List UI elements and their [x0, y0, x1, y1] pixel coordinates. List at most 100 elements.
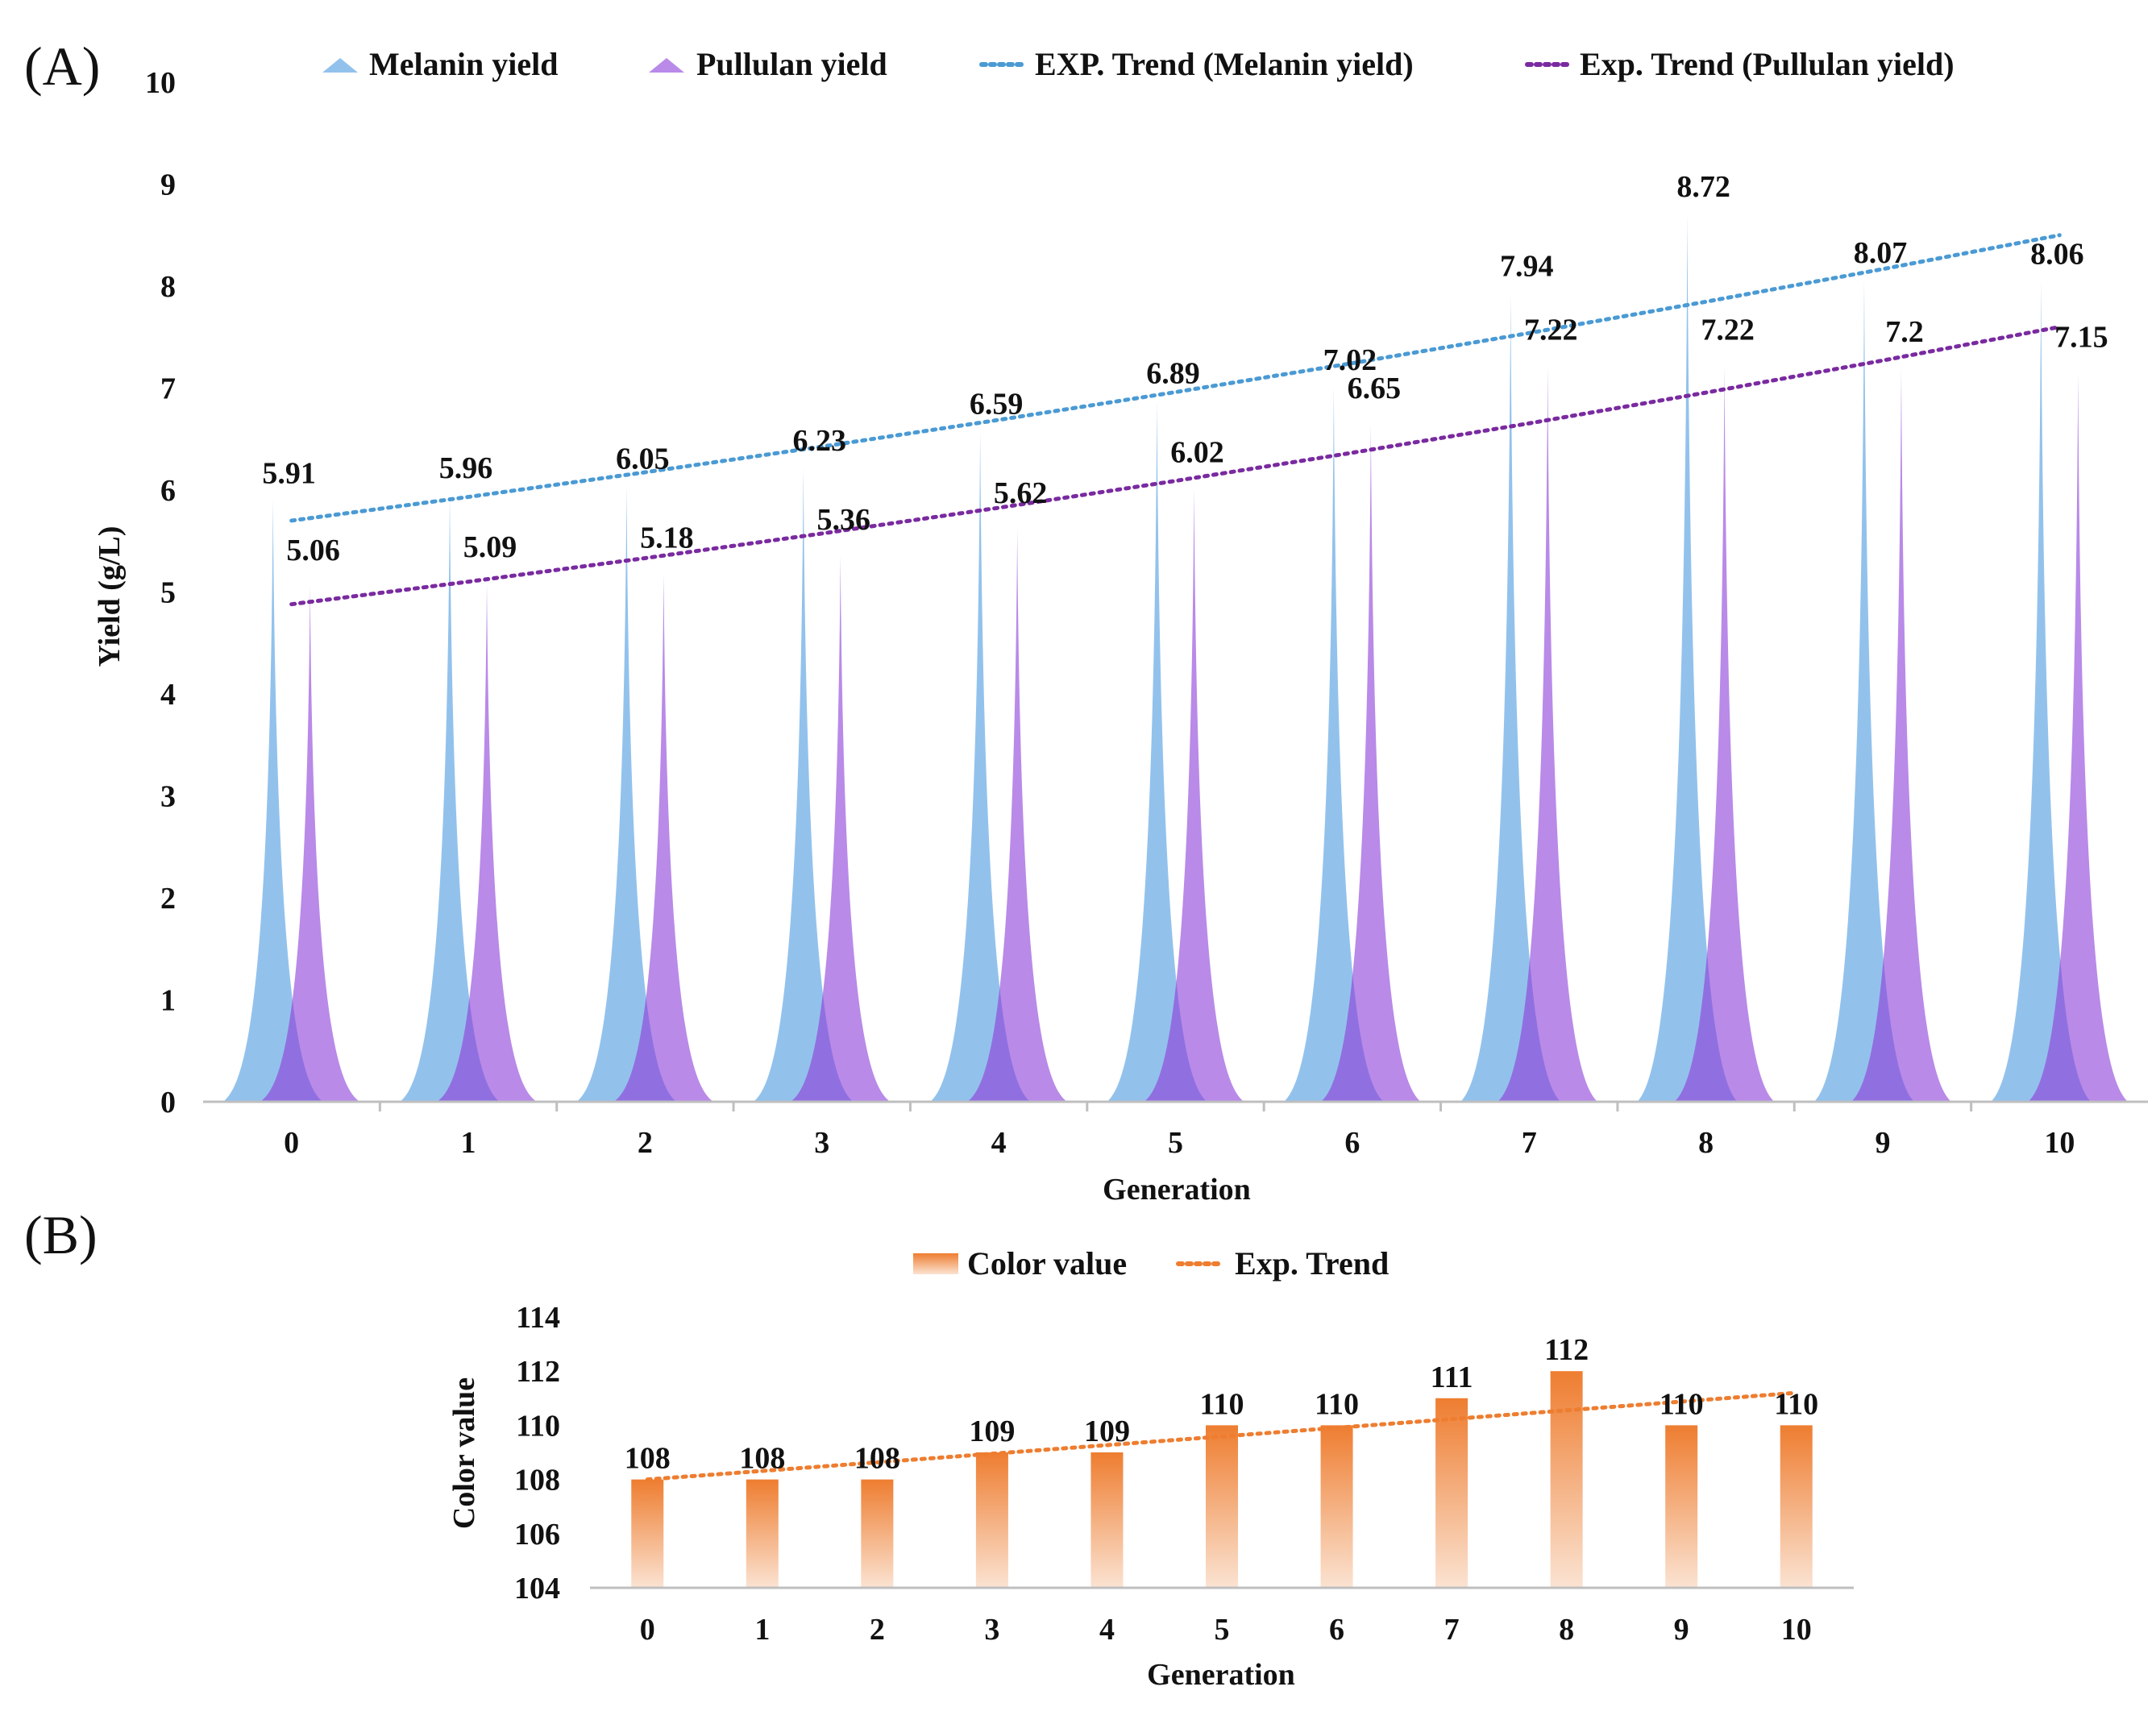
pullulan-spike [613, 573, 714, 1102]
melanin-spike [222, 499, 323, 1102]
x-tick-label: 9 [1674, 1613, 1689, 1647]
y-tick-label: 108 [514, 1464, 560, 1498]
color-value-bar [1665, 1425, 1698, 1588]
color-value-bar [861, 1479, 894, 1588]
color-value-data-label: 110 [1660, 1387, 1704, 1421]
y-tick-label: 9 [160, 168, 176, 202]
legend-melanin-trend-label: EXP. Trend (Melanin yield) [1035, 46, 1414, 82]
x-tick-label: 4 [991, 1126, 1007, 1160]
melanin-data-label: 6.23 [793, 424, 847, 458]
y-tick-label: 8 [160, 270, 176, 304]
y-tick-label: 114 [516, 1301, 560, 1335]
melanin-spike [400, 494, 501, 1102]
panel-b-x-ticks: 0 1 2 3 4 5 6 7 8 9 10 [640, 1613, 1812, 1647]
color-value-bar [1550, 1371, 1583, 1588]
panel-a-label: (A) [24, 35, 100, 97]
color-value-bar [1090, 1452, 1124, 1588]
pullulan-spike [790, 555, 891, 1102]
y-tick-label: 112 [516, 1355, 560, 1389]
x-tick-label: 6 [1329, 1613, 1344, 1647]
pullulan-data-label: 6.02 [1170, 435, 1224, 469]
color-value-data-label: 111 [1431, 1361, 1473, 1394]
y-tick-label: 106 [514, 1518, 560, 1552]
melanin-spike [930, 430, 1031, 1102]
x-tick-label: 6 [1344, 1126, 1360, 1160]
panel-b: (B) Color value Exp. Trend 1041061081101… [24, 1204, 1854, 1692]
legend-pullulan-swatch [649, 58, 684, 73]
color-value-data-label: 108 [625, 1442, 671, 1476]
color-value-data-label: 108 [739, 1442, 785, 1476]
legend-melanin-swatch [322, 58, 358, 73]
melanin-spike [1813, 279, 1914, 1102]
melanin-data-label: 6.89 [1146, 356, 1200, 390]
melanin-data-label: 7.02 [1323, 343, 1377, 377]
x-tick-label: 7 [1444, 1613, 1460, 1647]
color-value-bar [1206, 1425, 1238, 1588]
y-tick-label: 3 [160, 780, 176, 814]
melanin-data-label: 5.91 [262, 456, 316, 490]
legend-melanin-label: Melanin yield [369, 46, 558, 82]
pullulan-data-label: 5.06 [286, 534, 340, 567]
panel-b-x-axis-title: Generation [1147, 1658, 1295, 1692]
y-tick-label: 6 [160, 474, 176, 508]
y-tick-label: 4 [160, 678, 176, 712]
legend-color-value-label: Color value [967, 1245, 1127, 1282]
x-tick-label: 9 [1875, 1126, 1890, 1160]
x-tick-label: 2 [638, 1126, 653, 1160]
melanin-data-label: 7.94 [1500, 250, 1554, 284]
x-tick-label: 10 [1781, 1613, 1812, 1647]
pullulan-data-label: 5.62 [994, 476, 1048, 510]
panel-a: (A) Melanin yield Pullulan yield EXP. Tr… [24, 35, 2148, 1207]
x-tick-label: 8 [1559, 1613, 1574, 1647]
pullulan-data-label: 6.65 [1348, 372, 1402, 405]
x-tick-label: 8 [1698, 1126, 1714, 1160]
color-value-data-label: 110 [1774, 1387, 1818, 1421]
color-value-data-label: 109 [1084, 1415, 1130, 1448]
color-value-bar [975, 1452, 1008, 1588]
x-tick-label: 1 [754, 1613, 770, 1647]
x-tick-label: 10 [2044, 1126, 2075, 1160]
legend-exp-trend-label: Exp. Trend [1235, 1245, 1389, 1282]
panel-a-y-ticks: 0 1 2 3 4 5 6 7 8 9 10 [145, 66, 176, 1120]
x-tick-label: 5 [1168, 1126, 1183, 1160]
melanin-spike [753, 466, 854, 1102]
y-tick-label: 1 [160, 984, 176, 1018]
panel-a-x-ticks: 0 1 2 3 4 5 6 7 8 9 10 [284, 1102, 2075, 1160]
pullulan-spike [1674, 365, 1775, 1102]
pullulan-data-label: 7.22 [1524, 314, 1578, 347]
melanin-trend-line [289, 233, 2062, 523]
pullulan-spike [1320, 423, 1421, 1102]
pullulan-data-label: 5.36 [817, 503, 871, 537]
pullulan-spike [1498, 365, 1598, 1102]
melanin-data-label: 6.05 [616, 442, 670, 476]
melanin-spike [1460, 292, 1561, 1103]
legend-pullulan-label: Pullulan yield [696, 46, 887, 82]
y-tick-label: 5 [160, 576, 176, 610]
x-tick-label: 0 [640, 1613, 655, 1647]
panel-a-legend: Melanin yield Pullulan yield EXP. Trend … [322, 46, 1955, 82]
panel-b-y-axis-title: Color value [447, 1377, 481, 1529]
melanin-data-label: 8.06 [2030, 237, 2084, 271]
color-value-data-label: 110 [1315, 1387, 1359, 1421]
melanin-spike [576, 484, 677, 1102]
panel-a-plot: 5.91 5.96 6.05 6.23 6.59 6.89 7.02 7.94 8.72 8.07… [222, 170, 2129, 1103]
pullulan-spike [1851, 368, 1951, 1102]
melanin-spike [1991, 280, 2092, 1102]
pullulan-spike [437, 583, 538, 1102]
x-tick-label: 3 [984, 1613, 999, 1647]
legend-pullulan-trend-label: Exp. Trend (Pullulan yield) [1580, 46, 1955, 82]
panel-a-y-axis-title: Yield (g/L) [93, 526, 127, 667]
melanin-data-label: 6.59 [970, 387, 1024, 421]
melanin-spike [1107, 399, 1207, 1102]
melanin-data-label: 8.07 [1854, 236, 1908, 270]
panel-b-y-ticks: 104 106 108 110 112 114 [514, 1301, 560, 1606]
y-tick-label: 2 [160, 882, 176, 916]
color-value-bar [1780, 1425, 1813, 1588]
pullulan-data-label: 7.22 [1701, 314, 1755, 347]
y-tick-label: 10 [145, 66, 176, 100]
pullulan-spike [2028, 372, 2129, 1102]
pullulan-trend-line [289, 325, 2062, 607]
x-tick-label: 0 [284, 1126, 299, 1160]
y-tick-label: 0 [160, 1086, 176, 1120]
